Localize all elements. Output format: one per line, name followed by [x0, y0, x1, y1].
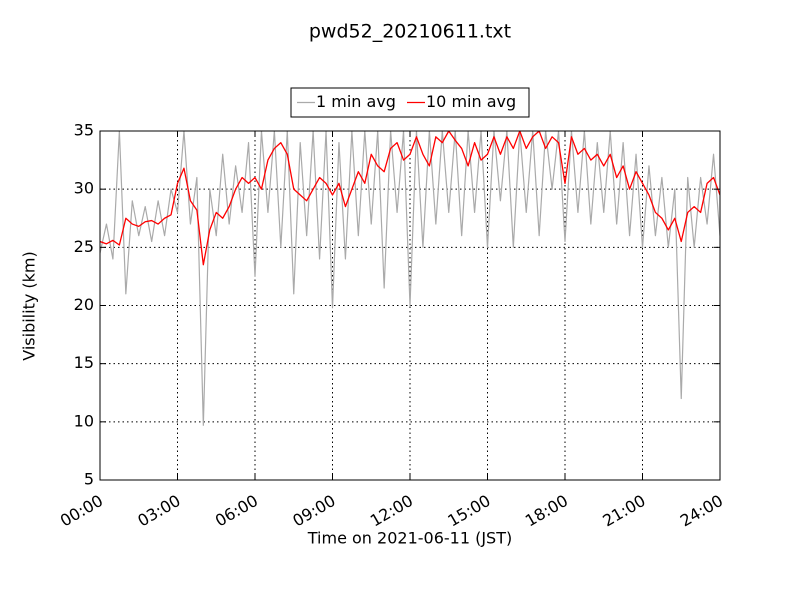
y-axis-label: Visibility (km) — [20, 251, 39, 360]
chart-title: pwd52_20210611.txt — [309, 21, 511, 43]
y-tick-label: 10 — [74, 411, 94, 430]
series-line — [100, 131, 720, 266]
x-axis-label: Time on 2021-06-11 (JST) — [307, 529, 512, 548]
y-tick-label: 35 — [74, 121, 94, 140]
y-tick-label: 15 — [74, 353, 94, 372]
series-line — [100, 131, 720, 426]
y-tick-label: 30 — [74, 179, 94, 198]
y-tick-label: 5 — [84, 470, 94, 489]
legend: 1 min avg 10 min avg — [290, 87, 530, 118]
legend-label: 10 min avg — [426, 92, 516, 111]
plot-area — [100, 131, 720, 426]
legend-label: 1 min avg — [316, 92, 396, 111]
y-tick-label: 25 — [74, 237, 94, 256]
y-tick-label: 20 — [74, 295, 94, 314]
